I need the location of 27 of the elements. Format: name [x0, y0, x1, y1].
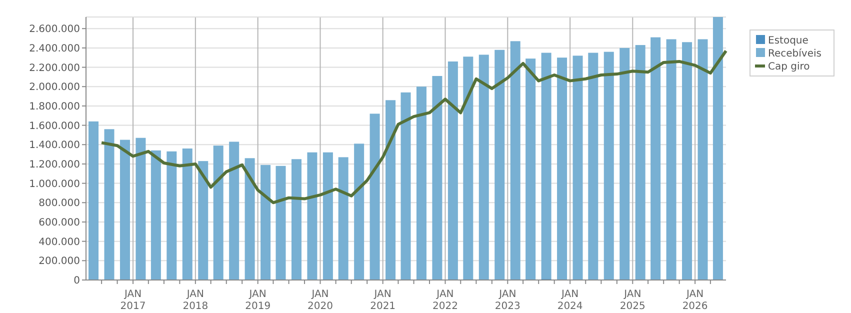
y-tick-label: 1.000.000	[29, 178, 80, 190]
x-tick-label: JAN 2023	[494, 289, 520, 312]
x-tick-label: JAN 2020	[308, 289, 333, 312]
y-tick-label: 2.000.000	[29, 82, 80, 94]
x-tick-label: JAN 2026	[682, 289, 708, 312]
legend-label: Estoque	[768, 36, 808, 46]
y-tick-label: 2.600.000	[29, 24, 80, 36]
y-tick-label: 800.000	[38, 198, 80, 210]
y-tick-label: 600.000	[38, 217, 80, 228]
y-tick-label: 1.600.000	[29, 120, 80, 132]
y-tick-label: 0	[74, 276, 80, 286]
x-tick-label: JAN 2022	[432, 289, 458, 312]
x-tick-label: JAN 2024	[557, 289, 583, 312]
y-tick-label: 200.000	[38, 256, 80, 268]
y-tick-label: 2.400.000	[29, 43, 80, 54]
x-tick-label: JAN 2017	[120, 289, 146, 312]
legend-label: Cap giro	[768, 62, 810, 72]
y-tick-label: 1.200.000	[29, 159, 80, 170]
legend-label: Recebíveis	[768, 48, 822, 60]
x-tick-label: JAN 2025	[620, 289, 646, 312]
x-tick-label: JAN 2019	[245, 289, 271, 312]
y-tick-label: 1.800.000	[29, 101, 80, 112]
y-tick-label: 400.000	[38, 236, 80, 248]
x-tick-label: JAN 2018	[182, 289, 208, 312]
y-tick-label: 2.200.000	[29, 62, 80, 74]
x-tick-label: JAN 2021	[370, 289, 396, 312]
y-tick-label: 1.400.000	[29, 140, 80, 152]
